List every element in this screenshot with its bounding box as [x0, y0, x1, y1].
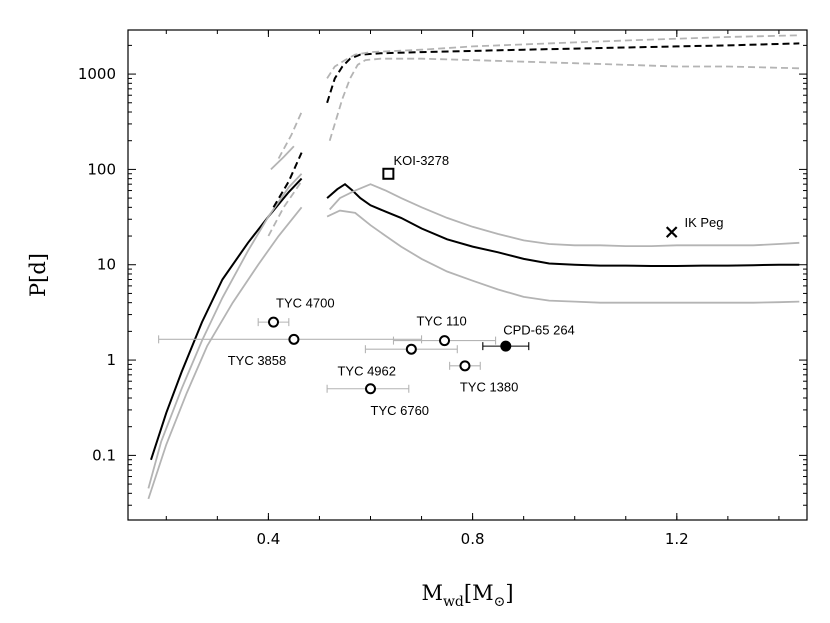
model-curve-1: [150, 177, 303, 461]
y-tick-label: 1000: [78, 65, 116, 83]
x-tick-label: 0.8: [461, 530, 485, 548]
point-ik-peg: [665, 226, 678, 238]
label-tyc-3858: TYC 3858: [228, 353, 287, 368]
y-tick-label: 0.1: [92, 446, 116, 464]
point-tyc-4962: [405, 343, 417, 355]
x-label-main: M: [421, 581, 443, 605]
plot-frame: [127, 29, 808, 521]
y-tick-label: 1: [106, 351, 116, 369]
model-curve-9: [329, 183, 800, 247]
data-points: [268, 167, 678, 395]
model-curve-4: [270, 145, 295, 171]
x-axis-ticks: 0.4 0.8 1.2: [165, 30, 780, 548]
model-curve-2: [147, 173, 303, 489]
x-label-sub2: ⊙: [494, 594, 506, 610]
label-cpd-65-264: CPD-65 264: [503, 322, 575, 337]
x-label-open: [M: [464, 581, 494, 605]
point-tyc-110: [439, 335, 451, 347]
point-cpd-65-264: [500, 340, 512, 352]
model-curve-11: [326, 42, 800, 104]
label-tyc-6760: TYC 6760: [371, 403, 430, 418]
label-tyc-1380: TYC 1380: [460, 379, 519, 394]
x-tick-label: 1.2: [665, 530, 689, 548]
x-label-close: ]: [505, 581, 513, 605]
y-axis-label: P[d]: [26, 253, 50, 297]
x-label-sub: wd: [443, 594, 464, 610]
point-tyc-6760: [365, 383, 376, 395]
point-tyc-1380: [459, 360, 471, 372]
model-curve-8: [326, 182, 800, 267]
model-curve-12: [326, 34, 800, 79]
x-axis-label: Mwd[M⊙]: [421, 581, 513, 610]
point-tyc-4700: [268, 316, 279, 328]
label-ik-peg: IK Peg: [684, 215, 723, 230]
model-curve-3: [147, 206, 303, 500]
label-tyc-4962: TYC 4962: [337, 363, 396, 378]
label-koi-3278: KOI-3278: [393, 153, 449, 168]
error-bars: [158, 318, 530, 393]
x-tick-label: 0.4: [256, 530, 280, 548]
model-curve-6: [277, 111, 303, 159]
point-koi-3278: [382, 167, 395, 180]
y-axis-ticks: 0.1 1 10 100 1000: [78, 44, 807, 506]
point-tyc-3858: [288, 333, 300, 345]
y-tick-label: 10: [97, 256, 116, 274]
model-curves: [147, 34, 800, 500]
label-tyc-4700: TYC 4700: [276, 296, 335, 311]
point-annotations: TYC 4700 TYC 3858 TYC 4962 TYC 110 TYC 1380 T…: [228, 153, 724, 418]
y-tick-label: 100: [87, 160, 116, 178]
model-curve-13: [328, 57, 800, 141]
model-curve-5: [272, 152, 303, 208]
label-tyc-110: TYC 110: [416, 314, 466, 329]
model-curve-10: [326, 209, 800, 304]
